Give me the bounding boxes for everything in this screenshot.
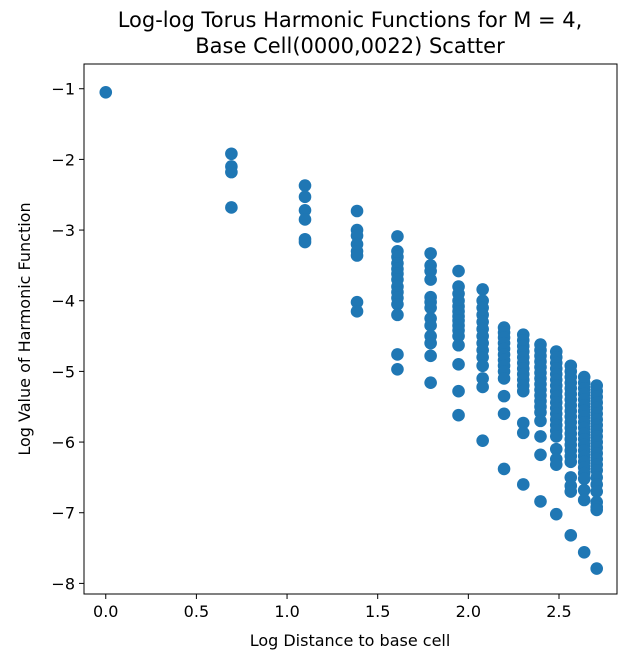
scatter-point	[516, 384, 530, 398]
scatter-point	[516, 416, 530, 430]
scatter-point	[298, 213, 312, 226]
scatter-point	[549, 507, 563, 521]
scatter-point	[497, 462, 511, 476]
scatter-point	[452, 384, 465, 398]
x-tick-label: 1.0	[274, 602, 299, 621]
scatter-point	[350, 295, 364, 309]
scatter-point	[549, 458, 563, 471]
scatter-point	[577, 483, 591, 497]
x-axis-ticks: 0.0 0.5 1.0 1.5 2.0 2.5	[93, 594, 572, 621]
scatter-point	[424, 319, 437, 332]
scatter-point	[424, 349, 437, 363]
scatter-point	[564, 529, 578, 542]
scatter-point	[391, 297, 404, 311]
scatter-point	[424, 376, 437, 390]
scatter-point	[577, 472, 591, 486]
x-tick-label: 2.5	[546, 602, 571, 621]
scatter-point	[476, 434, 489, 447]
scatter-point	[391, 230, 404, 243]
scatter-point	[590, 562, 603, 575]
y-tick-label: −7	[51, 504, 75, 523]
scatter-point	[424, 247, 437, 260]
scatter-point	[350, 204, 364, 218]
y-tick-label: −8	[51, 574, 75, 593]
y-tick-label: −1	[51, 80, 75, 99]
plot-frame	[83, 63, 618, 595]
scatter-point	[298, 235, 312, 249]
scatter-point	[564, 455, 578, 469]
scatter-point	[452, 338, 465, 352]
scatter-point	[452, 408, 465, 422]
scatter-point	[476, 380, 489, 394]
x-axis-label: Log Distance to base cell	[250, 631, 451, 650]
x-tick-label: 0.0	[93, 602, 118, 621]
scatter-point	[497, 407, 511, 421]
scatter-point	[99, 85, 113, 99]
chart-title-line-1: Log-log Torus Harmonic Functions for M =…	[118, 8, 583, 32]
y-axis-label: Log Value of Harmonic Function	[15, 202, 34, 455]
scatter-point	[577, 493, 591, 507]
scatter-point	[350, 305, 364, 318]
scatter-point	[577, 546, 591, 559]
x-tick-label: 1.5	[365, 602, 390, 621]
scatter-point	[225, 165, 238, 179]
scatter-point	[534, 448, 547, 462]
scatter-point	[476, 359, 489, 373]
scatter-point	[534, 414, 547, 428]
scatter-point	[452, 358, 465, 371]
scatter-point	[391, 308, 404, 322]
scatter-point	[225, 147, 238, 161]
scatter-point	[452, 264, 465, 278]
scatter-point	[424, 301, 437, 315]
scatter-point	[497, 372, 511, 385]
y-tick-label: −5	[51, 362, 75, 381]
scatter-point	[476, 283, 489, 296]
scatter-point	[590, 503, 603, 517]
scatter-point	[534, 495, 547, 508]
y-tick-label: −3	[51, 221, 75, 240]
scatter-point	[298, 190, 312, 204]
scatter-point	[564, 485, 578, 498]
scatter-point	[549, 442, 563, 456]
y-tick-label: −2	[51, 150, 75, 169]
y-axis-ticks: −1 −2 −3 −4 −5 −6 −7 −8	[51, 80, 84, 593]
scatter-point	[516, 478, 530, 491]
scatter-point	[424, 336, 437, 350]
x-tick-label: 2.0	[456, 602, 481, 621]
scatter-points	[99, 85, 603, 575]
scatter-point	[424, 273, 437, 286]
scatter-point	[391, 362, 404, 376]
scatter-point	[298, 179, 312, 192]
scatter-point	[516, 426, 530, 440]
scatter-point	[534, 430, 547, 443]
x-tick-label: 0.5	[184, 602, 209, 621]
scatter-point	[391, 348, 404, 361]
scatter-point	[298, 203, 312, 217]
scatter-point	[350, 249, 364, 262]
y-tick-label: −4	[51, 292, 75, 311]
scatter-point	[225, 201, 238, 214]
scatter-point	[590, 485, 603, 498]
scatter-point	[549, 430, 563, 443]
scatter-point	[497, 389, 511, 403]
chart-title-line-2: Base Cell(0000,0022) Scatter	[195, 34, 505, 58]
y-tick-label: −6	[51, 433, 75, 452]
scatter-point	[452, 329, 465, 343]
